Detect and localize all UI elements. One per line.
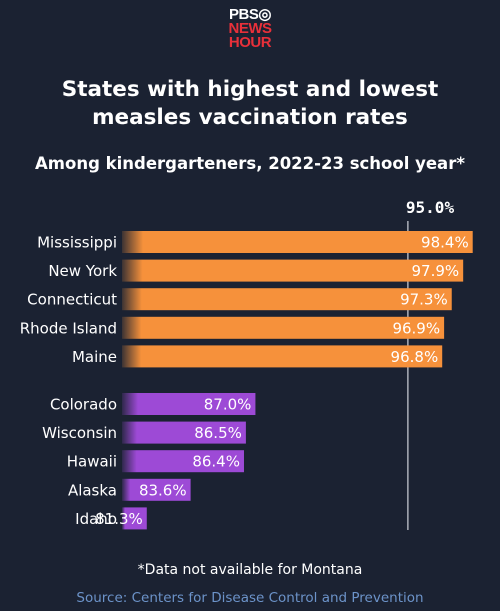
pbs-newshour-logo: PBS◎ NEWS HOUR xyxy=(0,6,500,51)
bar-maine xyxy=(122,345,443,368)
state-label: Maine xyxy=(72,348,117,366)
value-label: 87.0% xyxy=(204,396,252,414)
value-label: 83.6% xyxy=(139,481,187,499)
state-label: New York xyxy=(48,262,117,280)
state-label: Rhode Island xyxy=(20,319,117,337)
state-label: Hawaii xyxy=(67,453,117,471)
bar-hawaii xyxy=(122,450,244,473)
value-label: 86.4% xyxy=(192,453,240,471)
state-label: Idaho xyxy=(75,510,117,528)
value-label: 96.8% xyxy=(391,348,439,366)
bar-colorado xyxy=(122,393,256,415)
footnote: *Data not available for Montana xyxy=(137,562,363,578)
logo-line-hour: HOUR xyxy=(228,34,272,51)
bar-mississippi xyxy=(122,231,473,253)
value-label: 96.9% xyxy=(392,319,440,337)
state-label: Mississippi xyxy=(37,234,117,252)
chart-title-line-2: measles vaccination rates xyxy=(92,105,408,130)
value-label: 81.3% xyxy=(95,510,143,528)
logo-line-news: NEWS xyxy=(228,20,273,37)
value-label: 97.3% xyxy=(400,291,448,309)
bar-idaho xyxy=(122,507,147,530)
chart-subtitle: Among kindergarteners, 2022-23 school ye… xyxy=(35,154,465,173)
value-label: 98.4% xyxy=(421,234,469,252)
bar-wisconsin xyxy=(122,421,246,444)
state-label: Alaska xyxy=(68,481,117,499)
reference-value-label: 95.0% xyxy=(405,198,455,217)
bar-new-york xyxy=(122,259,464,282)
state-label: Wisconsin xyxy=(42,424,117,442)
bar-connecticut xyxy=(122,288,452,311)
source-credit: Source: Centers for Disease Control and … xyxy=(76,590,424,606)
state-label: Connecticut xyxy=(27,291,117,309)
bar-alaska xyxy=(122,478,191,501)
chart-title: States with highest and lowest measles v… xyxy=(0,76,500,132)
value-label: 97.9% xyxy=(412,262,460,280)
chart-title-line-1: States with highest and lowest xyxy=(61,77,439,102)
bar-rhode-island xyxy=(122,316,445,339)
value-label: 86.5% xyxy=(194,424,242,442)
logo-line-pbs: PBS◎ xyxy=(229,6,271,23)
state-label: Colorado xyxy=(50,396,117,414)
